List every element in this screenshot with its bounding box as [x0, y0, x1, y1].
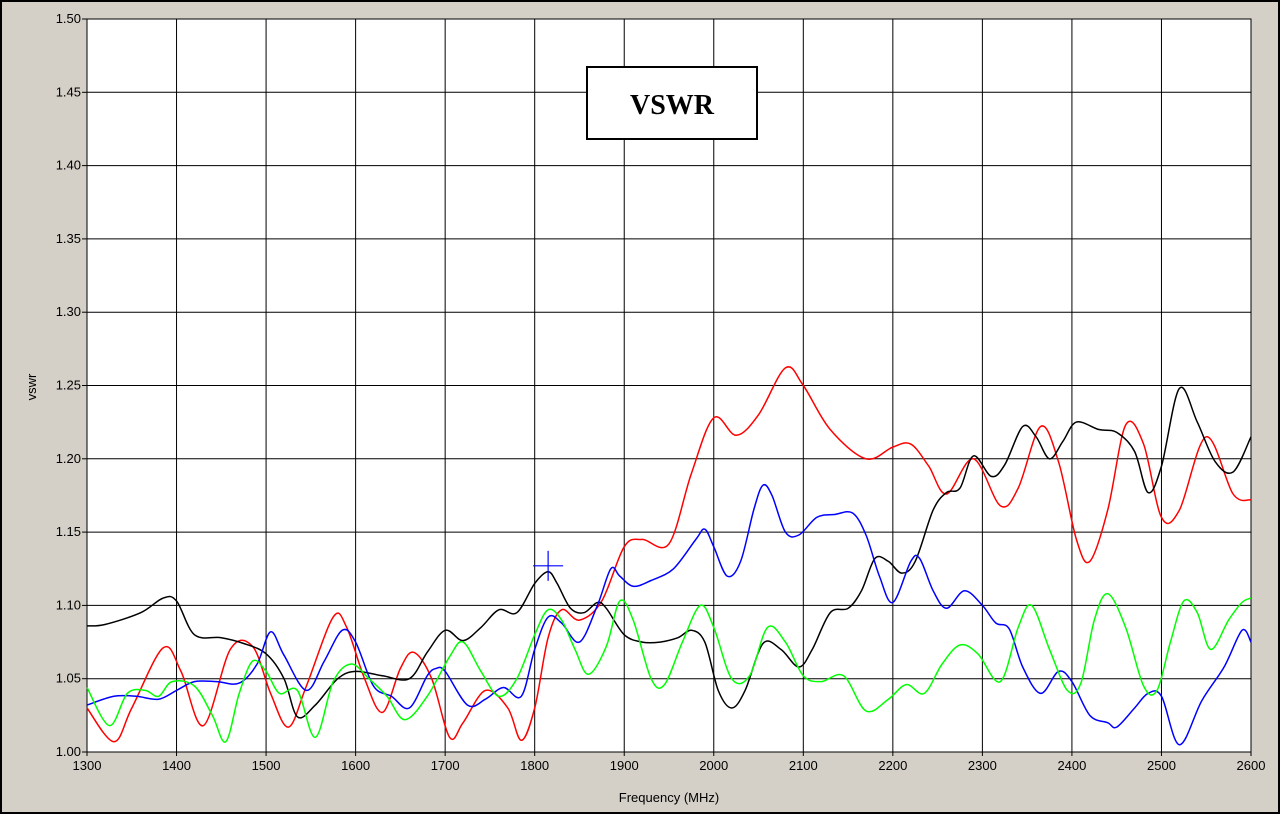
x-tick-label: 1600	[341, 758, 370, 773]
x-tick-label: 1300	[73, 758, 102, 773]
x-tick-label: 1500	[252, 758, 281, 773]
y-axis-ticks: 1.00 1.05 1.10 1.15 1.20 1.25 1.30 1.35 1.40 1.45…	[56, 11, 87, 759]
y-tick-label: 1.15	[56, 524, 81, 539]
x-tick-label: 1800	[520, 758, 549, 773]
x-tick-label: 2000	[699, 758, 728, 773]
y-tick-label: 1.40	[56, 158, 81, 173]
y-tick-label: 1.25	[56, 378, 81, 393]
series-lines	[86, 366, 1252, 746]
series-line-3	[86, 483, 1252, 746]
y-tick-label: 1.20	[56, 451, 81, 466]
cursor-marker	[533, 550, 564, 581]
x-tick-label: 2400	[1057, 758, 1086, 773]
series-line-1	[86, 366, 1252, 743]
x-tick-label: 1700	[431, 758, 460, 773]
y-tick-label: 1.45	[56, 84, 81, 99]
grid-lines	[86, 18, 1252, 753]
x-tick-label: 1400	[162, 758, 191, 773]
x-tick-label: 2200	[878, 758, 907, 773]
y-tick-label: 1.00	[56, 744, 81, 759]
y-tick-label: 1.10	[56, 597, 81, 612]
x-axis-title: Frequency (MHz)	[619, 790, 719, 805]
y-tick-label: 1.30	[56, 304, 81, 319]
series-line-4	[86, 592, 1252, 743]
chart-title-box: VSWR	[586, 66, 758, 140]
y-tick-label: 1.50	[56, 11, 81, 26]
x-tick-label: 2500	[1147, 758, 1176, 773]
y-tick-label: 1.35	[56, 231, 81, 246]
x-tick-label: 2300	[968, 758, 997, 773]
y-tick-label: 1.05	[56, 671, 81, 686]
y-axis-title: vswr	[24, 373, 39, 400]
chart-title: VSWR	[630, 90, 715, 121]
series-line-2	[86, 386, 1252, 719]
x-tick-label: 1900	[610, 758, 639, 773]
x-tick-label: 2600	[1237, 758, 1266, 773]
x-axis-ticks: 1300 1400 1500 1600 1700 1800 1900 2000 2100 2200…	[73, 752, 1266, 773]
x-tick-label: 2100	[789, 758, 818, 773]
